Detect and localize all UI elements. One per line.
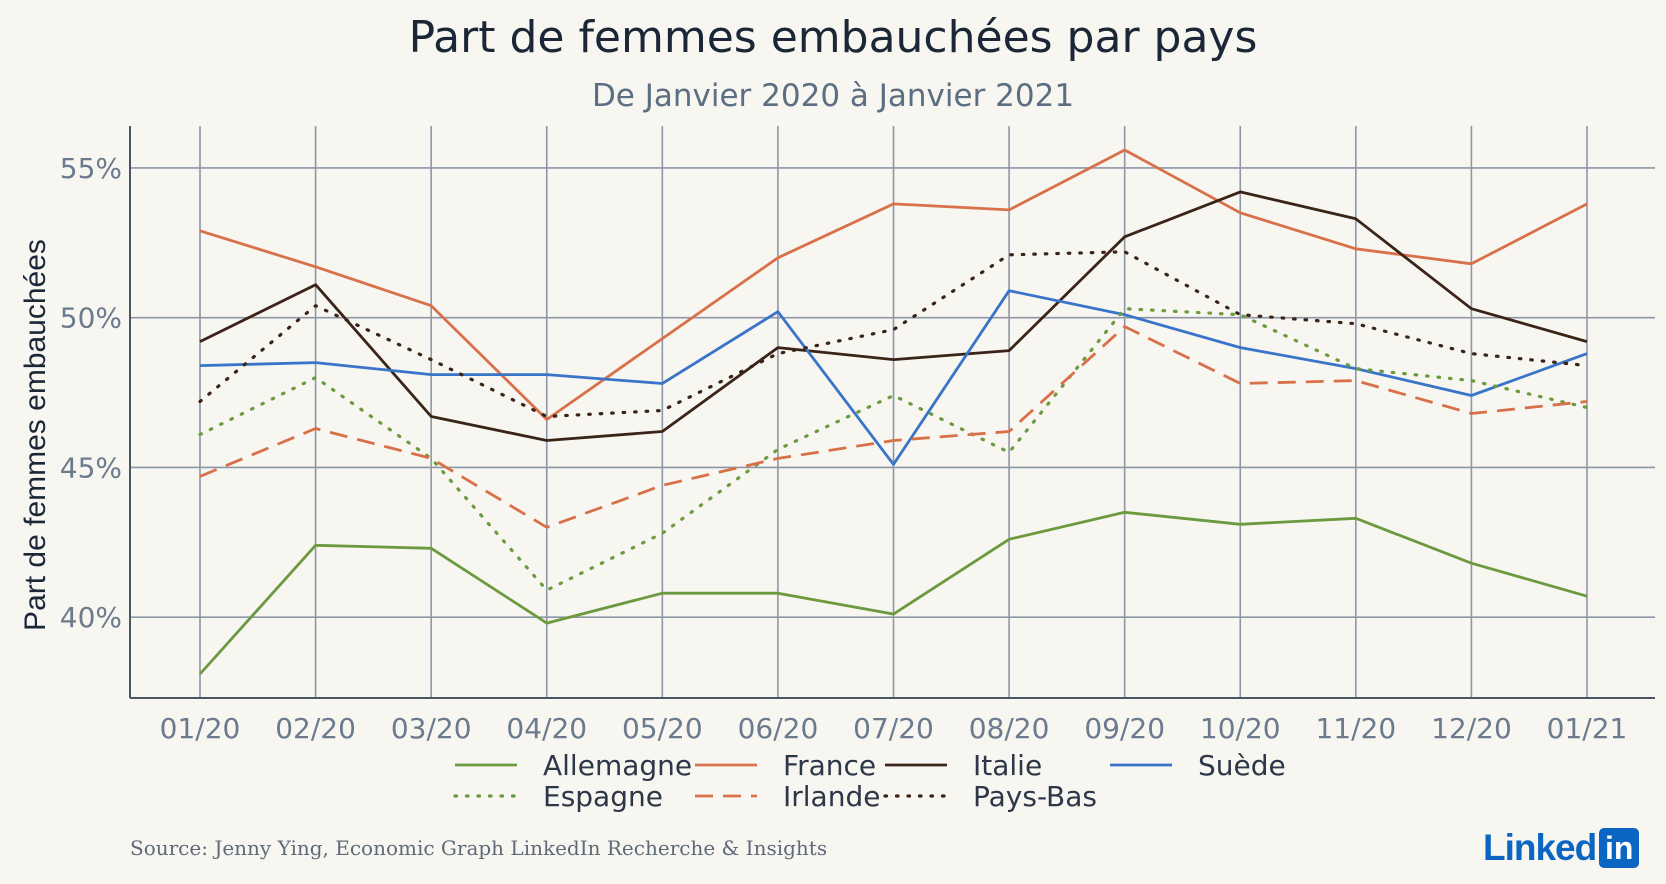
x-tick-label: 02/20 xyxy=(275,712,356,745)
legend-label-france: France xyxy=(783,749,876,782)
legend: Allemagne France Italie Suède Espagne Irlande… xyxy=(453,749,1286,813)
x-tick-label: 03/20 xyxy=(391,712,472,745)
x-tick-label: 05/20 xyxy=(622,712,703,745)
series-line-irlande xyxy=(199,325,1588,529)
legend-label-su-de: Suède xyxy=(1198,749,1286,782)
series-line-italie xyxy=(199,190,1588,442)
y-tick-label: 45% xyxy=(60,451,122,484)
y-tick-label: 50% xyxy=(60,302,122,335)
axes xyxy=(129,126,1655,699)
grid xyxy=(130,126,1655,698)
x-tick-label: 06/20 xyxy=(738,712,819,745)
x-tick-label: 10/20 xyxy=(1200,712,1281,745)
chart-title: Part de femmes embauchées par pays xyxy=(408,12,1258,63)
chart-subtitle: De Janvier 2020 à Janvier 2021 xyxy=(591,78,1075,114)
x-tick-label: 11/20 xyxy=(1315,712,1396,745)
x-tick-label: 01/20 xyxy=(160,712,241,745)
series-line-pays-bas xyxy=(198,250,1589,419)
source-note: Source: Jenny Ying, Economic Graph Linke… xyxy=(130,836,828,860)
y-tick-label: 55% xyxy=(60,152,122,185)
y-tick-label: 40% xyxy=(60,601,122,634)
linkedin-logo: Linked in xyxy=(1483,824,1640,872)
x-tick-label: 08/20 xyxy=(969,712,1050,745)
x-tick-label: 04/20 xyxy=(506,712,587,745)
series-line-allemagne xyxy=(198,510,1588,675)
series-line-france xyxy=(199,148,1588,421)
series-line-su-de xyxy=(199,289,1588,466)
logo-wordmark: Linked xyxy=(1483,827,1597,868)
x-tick-label: 12/20 xyxy=(1431,712,1512,745)
x-tick-label: 09/20 xyxy=(1084,712,1165,745)
x-tick-label: 01/21 xyxy=(1547,712,1628,745)
logo-in-box: in xyxy=(1599,828,1640,868)
legend-label-espagne: Espagne xyxy=(543,780,663,813)
legend-label-allemagne: Allemagne xyxy=(543,749,692,782)
x-tick-label: 07/20 xyxy=(853,712,934,745)
tick-labels: 40% 45% 50% 55% 01/20 02/20 03/20 04/20 05/20 06/… xyxy=(60,152,1628,745)
legend-label-pays-bas: Pays-Bas xyxy=(973,780,1097,813)
series-lines xyxy=(198,148,1589,675)
legend-label-irlande: Irlande xyxy=(783,780,880,813)
legend-label-italie: Italie xyxy=(973,749,1042,782)
